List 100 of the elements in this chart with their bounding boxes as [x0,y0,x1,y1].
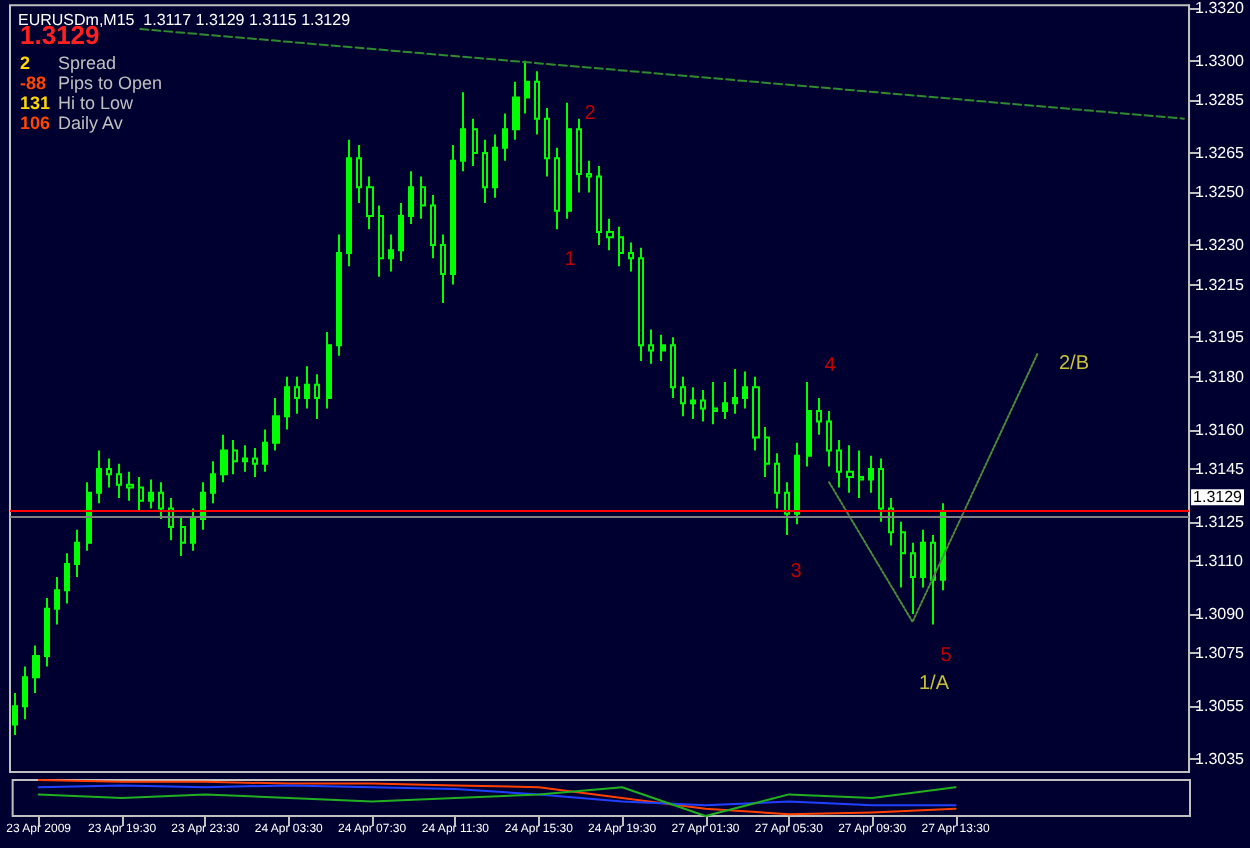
annotation: Pips to Open [58,73,163,93]
candlestick [680,375,686,418]
annotation: 1 [564,249,577,271]
candlestick [346,138,352,268]
candlestick [878,457,884,523]
annotation: 1/A [918,673,950,695]
candlestick [618,225,624,268]
candlestick [774,452,780,510]
candlestick [326,331,332,410]
candlestick [628,241,634,273]
annotation: -88 [20,73,47,93]
candlestick [148,478,154,510]
annotation: 3 [790,561,803,583]
candlestick [450,143,456,286]
candlestick [294,375,300,415]
y-tick-label: 1.3075 [1195,644,1246,663]
annotation: 4 [824,355,837,377]
y-tick-label: 1.3125 [1195,512,1246,531]
y-tick-label: 1.3160 [1195,420,1246,439]
y-tick-label: 1.3055 [1195,697,1246,716]
y-tick-label: 1.3090 [1195,604,1246,623]
annotation: 131 [20,93,51,113]
candlestick [794,441,800,526]
candlestick [868,454,874,494]
candlestick [22,665,28,721]
candlestick [262,428,268,473]
candlestick [138,475,144,513]
candlestick [314,373,320,420]
candlestick [930,533,936,626]
candlestick [408,170,414,226]
candlestick [116,462,122,500]
candlestick [482,138,488,204]
candlestick [858,449,864,500]
candlestick [752,375,760,452]
candlestick [158,481,164,521]
candlestick [54,576,60,626]
candlestick [440,233,446,305]
candlestick [712,381,718,426]
candlestick [784,481,790,536]
y-tick-label: 1.3230 [1195,236,1246,255]
candlestick [512,80,520,141]
candlestick [242,444,248,473]
candlestick [336,233,342,357]
candlestick [388,233,394,273]
candlestick [74,528,80,579]
annotation: Daily Av [58,113,124,133]
candlestick [554,146,560,231]
annotation: 2 [584,103,597,125]
y-tick-label: 1.3250 [1195,183,1246,202]
candlestick [648,328,654,365]
candlestick [44,597,50,668]
candlestick [86,481,92,552]
annotation: 5 [940,645,953,667]
candlestick [920,528,926,589]
candlestick [220,433,228,484]
y-tick-label: 1.3180 [1195,367,1246,386]
candlestick [836,439,842,489]
candlestick [742,370,748,410]
candlestick [356,143,362,204]
y-tick-label: 1.3215 [1195,275,1246,294]
candlestick [190,507,196,552]
candlestick [32,644,40,694]
candlestick [732,367,738,415]
candlestick [180,515,186,557]
candlestick [544,107,550,178]
annotation: 106 [20,113,51,133]
candlestick [846,444,854,494]
candlestick [232,439,238,476]
y-tick-label: 1.3300 [1195,51,1246,70]
y-tick-label: 1.3320 [1195,0,1246,17]
candlestick [304,365,310,410]
candlestick [210,460,216,505]
annotation: Spread [58,53,117,73]
candlestick [638,246,644,363]
y-tick-label: 1.3195 [1195,328,1246,347]
candlestick [670,336,676,399]
candlestick [534,70,540,136]
y-tick-label: 1.3035 [1195,749,1246,768]
candlestick [660,333,666,363]
candlestick [502,112,508,162]
candlestick [816,396,822,436]
candlestick [764,425,770,478]
candlestick [700,389,706,423]
candlestick [96,449,102,505]
candlestick [566,101,572,220]
candlestick [586,159,592,194]
candlestick [690,386,696,420]
chart-title: EURUSDm,M15 1.3117 1.3129 1.3115 1.3129 [18,11,352,29]
annotation: Hi to Low [58,93,135,113]
candlestick [378,204,384,278]
candlestick [576,117,582,194]
candlestick [64,552,70,605]
candlestick [284,375,290,431]
candlestick [492,133,498,199]
candlestick [596,165,602,247]
candlestick [940,502,946,592]
candlestick [460,91,466,173]
candlestick [126,470,134,502]
candlestick [398,201,404,262]
candlestick [366,175,374,231]
